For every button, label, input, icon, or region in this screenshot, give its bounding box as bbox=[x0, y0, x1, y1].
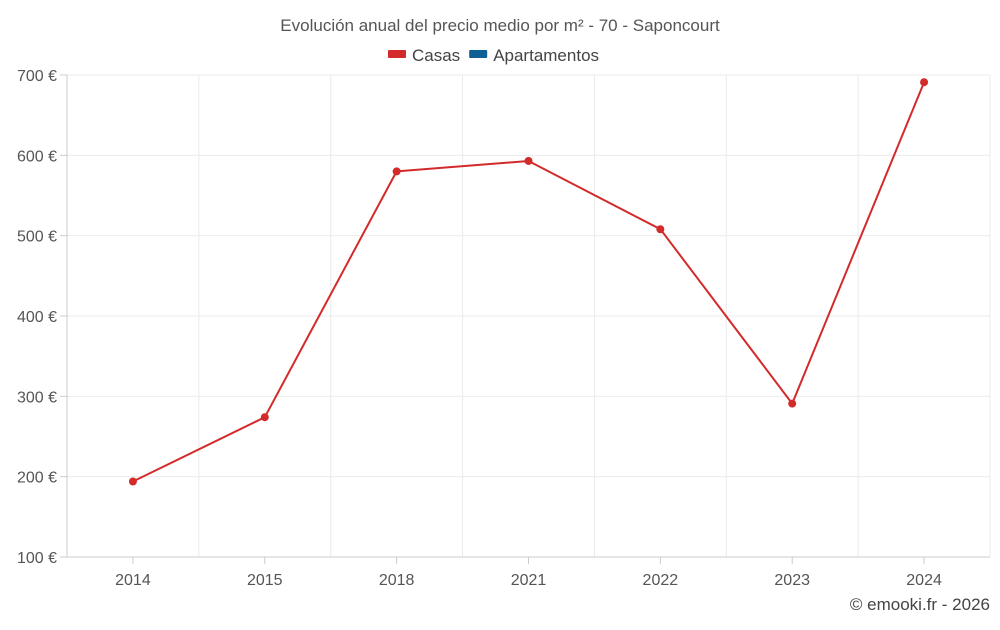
y-tick-label: 400 € bbox=[17, 309, 57, 326]
series-line-casas bbox=[132, 81, 926, 483]
data-point-casas-2021[interactable] bbox=[524, 156, 533, 165]
x-tick-label-2021: 2021 bbox=[511, 572, 547, 589]
x-tick-label-2024: 2024 bbox=[906, 572, 942, 589]
legend-label-casas[interactable]: Casas bbox=[412, 46, 460, 65]
y-tick-label: 300 € bbox=[17, 389, 57, 406]
legend-swatch-casas[interactable] bbox=[388, 50, 406, 58]
data-point-casas-2014[interactable] bbox=[128, 477, 137, 486]
y-tick-label: 700 € bbox=[17, 68, 57, 85]
chart-title: Evolución anual del precio medio por m² … bbox=[280, 16, 720, 35]
data-point-casas-2023[interactable] bbox=[788, 399, 797, 408]
x-tick-label-2022: 2022 bbox=[643, 572, 679, 589]
y-tick-label: 200 € bbox=[17, 470, 57, 487]
data-point-casas-2022[interactable] bbox=[656, 225, 665, 234]
legend-label-apartamentos[interactable]: Apartamentos bbox=[493, 46, 599, 65]
x-tick-label-2014: 2014 bbox=[115, 572, 151, 589]
y-tick-label: 500 € bbox=[17, 229, 57, 246]
data-point-casas-2015[interactable] bbox=[260, 413, 269, 422]
x-tick-label-2018: 2018 bbox=[379, 572, 415, 589]
copyright-text: © emooki.fr - 2026 bbox=[849, 595, 990, 614]
data-point-casas-2024[interactable] bbox=[920, 78, 929, 87]
y-tick-label: 600 € bbox=[17, 148, 57, 165]
legend-swatch-apartamentos[interactable] bbox=[469, 50, 488, 58]
y-tick-label: 100 € bbox=[17, 550, 57, 567]
data-point-casas-2018[interactable] bbox=[392, 167, 401, 176]
x-tick-label-2023: 2023 bbox=[774, 572, 810, 589]
x-tick-label-2015: 2015 bbox=[247, 572, 283, 589]
